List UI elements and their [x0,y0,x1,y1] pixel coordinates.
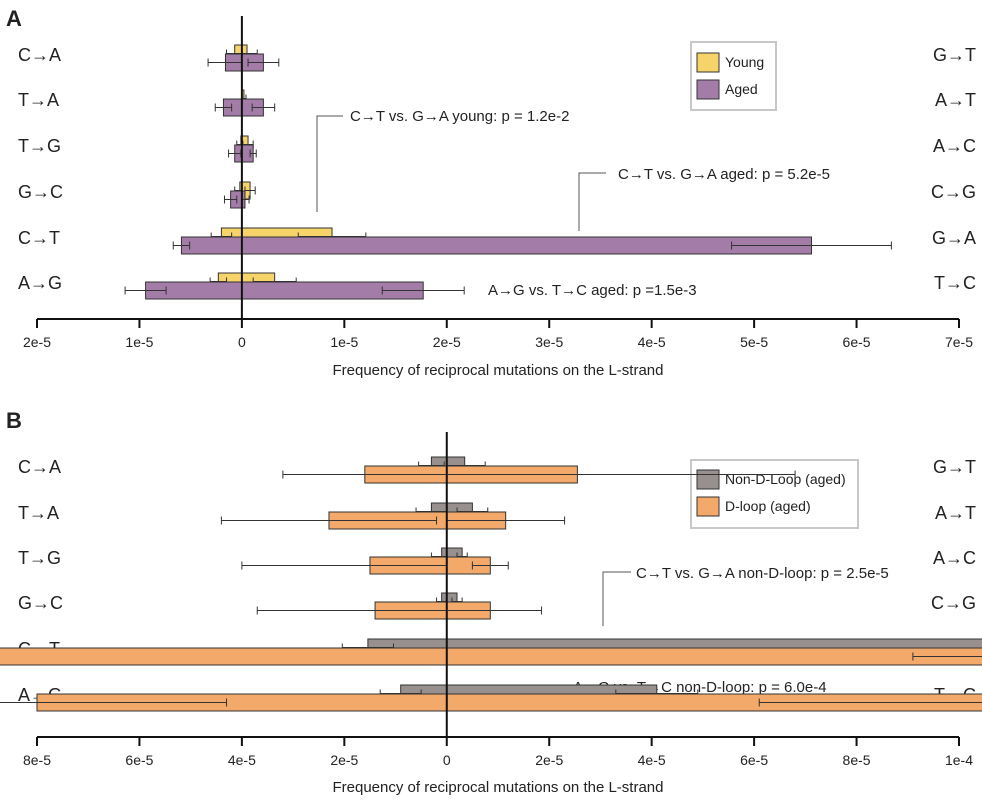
panel-a-x-tick-label-5: 3e-5 [535,334,563,350]
panel-b: B Non-D-Loop (aged) D-loop (aged) C→T vs… [0,408,982,796]
panel-b-x-tick-label-3: 2e-5 [330,752,358,768]
panel-a-right-category-a-to-c: A→C [933,136,976,156]
panel-b-x-axis-label: Frequency of reciprocal mutations on the… [332,779,663,796]
panel-a-left-category-t-to-g: T→G [18,136,61,156]
panel-b-bar-d-loop-aged-c-to-t [0,647,982,666]
panel-a-annotation-aged: C→T vs. G→A aged: p = 5.2e-5 [578,166,830,231]
panel-b-annotation-ct: C→T vs. G→A non-D-loop: p = 2.5e-5 [602,565,889,626]
panel-a-annotation-young: C→T vs. G→A young: p = 1.2e-2 [316,108,569,212]
panel-a-legend-swatch-young [696,52,720,73]
panel-b-x-tick-label-6: 4e-5 [638,752,666,768]
panel-b-left-category-g-to-c: G→C [18,593,63,613]
panel-b-right-category-a-to-t: A→T [935,503,976,523]
panel-a-right-category-g-to-t: G→T [933,45,976,65]
panel-b-annotation-ct-pointer [602,571,631,626]
panel-a-left-category-c-to-a: C→A [18,45,61,65]
panel-b-x-tick-label-1: 6e-5 [125,752,153,768]
panel-a-right-category-g-to-a: G→A [932,228,976,248]
panel-a-x-tick-label-1: 1e-5 [125,334,153,350]
panel-b-x-tick-label-2: 4e-5 [228,752,256,768]
panel-a-x-tick-label-9: 7e-5 [945,334,973,350]
panel-a-legend: Young Aged [690,41,777,111]
panel-a-annotation-young-pointer [316,115,343,212]
panel-a-x-tick-label-6: 4e-5 [638,334,666,350]
panel-b-x-tick-label-4: 0 [443,752,451,768]
panel-b-legend-swatch-d-loop [696,496,720,517]
panel-b-right-category-g-to-t: G→T [933,457,976,477]
panel-a-bar-aged-a-to-g [145,281,424,300]
panel-a-left-category-a-to-g: A→G [18,273,62,293]
panel-a-annotation-aged-pointer [578,172,606,231]
panel-a-x-tick-label-8: 6e-5 [843,334,871,350]
panel-a-annotation-ag-text: A→G vs. T→C aged: p =1.5e-3 [488,282,697,299]
panel-a-annotation-aged-text: C→T vs. G→A aged: p = 5.2e-5 [618,166,830,183]
panel-a-x-tick-label-0: 2e-5 [23,334,51,350]
panel-a-x-axis-label: Frequency of reciprocal mutations on the… [332,362,663,379]
panel-a-legend-label-aged: Aged [725,81,758,97]
panel-a-left-category-c-to-t: C→T [18,228,60,248]
panel-a-left-category-g-to-c: G→C [18,182,63,202]
panel-b-annotation-ct-text: C→T vs. G→A non-D-loop: p = 2.5e-5 [636,565,889,582]
panel-b-legend-label-non-d-loop: Non-D-Loop (aged) [725,471,846,487]
panel-b-x-tick-label-0: 8e-5 [23,752,51,768]
panel-b-legend-swatch-non-d-loop [696,469,720,490]
panel-b-left-category-c-to-a: C→A [18,457,61,477]
panel-a-right-category-c-to-g: C→G [931,182,976,202]
panel-b-right-category-a-to-c: A→C [933,548,976,568]
panel-b-x-tick-label-7: 6e-5 [740,752,768,768]
panel-b-left-category-t-to-g: T→G [18,548,61,568]
panel-b-x-tick-label-9: 1e-4 [945,752,973,768]
panel-a-left-category-t-to-a: T→A [18,90,59,110]
panel-b-right-category-c-to-g: C→G [931,593,976,613]
panel-a-legend-swatch-aged [696,79,720,100]
panel-a-legend-label-young: Young [725,54,764,70]
panel-b-x-tick-label-8: 8e-5 [843,752,871,768]
panel-a-x-tick-label-2: 0 [238,334,246,350]
panel-a-annotation-young-text: C→T vs. G→A young: p = 1.2e-2 [350,108,569,125]
panel-b-left-category-t-to-a: T→A [18,503,59,523]
panel-a-x-tick-label-7: 5e-5 [740,334,768,350]
panel-a-right-category-t-to-c: T→C [934,273,976,293]
panel-a-x-tick-label-3: 1e-5 [330,334,358,350]
panel-a-legend-box [690,41,777,111]
panel-a-x-tick-label-4: 2e-5 [433,334,461,350]
panel-a: A Young Aged C→T vs. G→A young: p = 1.2e… [6,6,976,379]
panel-a-label: A [6,6,22,31]
panel-b-label: B [6,408,22,433]
panel-a-right-category-a-to-t: A→T [935,90,976,110]
panel-b-legend: Non-D-Loop (aged) D-loop (aged) [690,459,859,529]
panel-b-x-tick-label-5: 2e-5 [535,752,563,768]
panel-b-legend-label-d-loop: D-loop (aged) [725,498,811,514]
panel-a-bar-aged-c-to-t [180,236,812,255]
